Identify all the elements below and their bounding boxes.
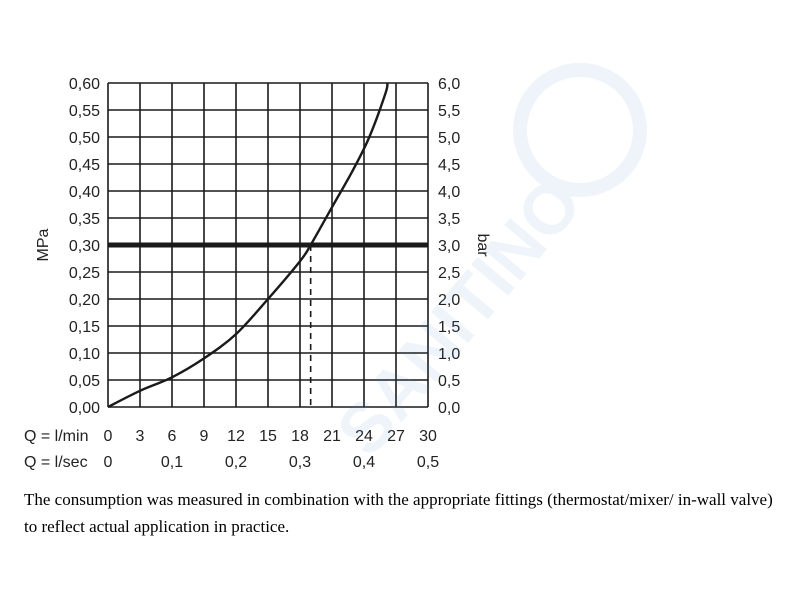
x-tick-label: 3 [136,428,145,445]
x-tick-label: 6 [168,428,177,445]
x-tick-label: 9 [200,428,209,445]
x-tick-label: 18 [291,428,309,445]
x-axis-row-label: Q = l/min [24,428,88,445]
x-tick-label: 30 [419,428,437,445]
x-tick-label: 15 [259,428,277,445]
y-tick-label-left: 0,05 [69,373,100,390]
y-tick-label-right: 3,0 [438,238,460,255]
y-tick-label-right: 4,5 [438,157,460,174]
x-tick-label: 12 [227,428,245,445]
chart-caption: The consumption was measured in combinat… [24,490,773,536]
plot-area [107,82,428,409]
y-tick-label-left: 0,55 [69,103,100,120]
y-tick-label-left: 0,40 [69,184,100,201]
x-axis-row-label: Q = l/sec [24,454,88,471]
x-tick-label: 27 [387,428,405,445]
y-tick-label-right: 5,0 [438,130,460,147]
x-tick-label: 0 [104,454,113,471]
y-tick-label-right: 3,5 [438,211,460,228]
y-tick-label-left: 0,00 [69,400,100,417]
x-tick-label: 24 [355,428,373,445]
y-tick-label-left: 0,35 [69,211,100,228]
y-tick-label-right: 6,0 [438,76,460,93]
y-tick-label-right: 1,0 [438,346,460,363]
y-tick-label-right: 5,5 [438,103,460,120]
y-axis-title-right: bar [474,233,491,257]
x-tick-label: 0,1 [161,454,183,471]
x-tick-label: 0,2 [225,454,247,471]
axis-labels: 0,00 0,00,05 0,50,10 1,00,15 1,50,20 2,00,25 2… [24,76,491,471]
y-tick-label-left: 0,50 [69,130,100,147]
y-tick-label-left: 0,25 [69,265,100,282]
y-tick-label-right: 0,5 [438,373,460,390]
x-tick-label: 0,3 [289,454,311,471]
y-axis-title-left: MPa [35,228,52,261]
x-tick-label: 21 [323,428,341,445]
y-tick-label-left: 0,15 [69,319,100,336]
x-tick-label: 0 [104,428,113,445]
flow-pressure-chart: 0,00 0,00,05 0,50,10 1,00,15 1,50,20 2,00,25 2… [24,76,491,471]
x-tick-label: 0,4 [353,454,375,471]
y-tick-label-left: 0,30 [69,238,100,255]
y-tick-label-left: 0,60 [69,76,100,93]
y-tick-label-right: 2,0 [438,292,460,309]
y-tick-label-left: 0,10 [69,346,100,363]
y-tick-label-right: 0,0 [438,400,460,417]
y-tick-label-right: 1,5 [438,319,460,336]
y-tick-label-left: 0,20 [69,292,100,309]
x-tick-label: 0,5 [417,454,439,471]
y-tick-label-right: 4,0 [438,184,460,201]
y-tick-label-right: 2,5 [438,265,460,282]
series-line [107,82,389,409]
y-tick-label-left: 0,45 [69,157,100,174]
